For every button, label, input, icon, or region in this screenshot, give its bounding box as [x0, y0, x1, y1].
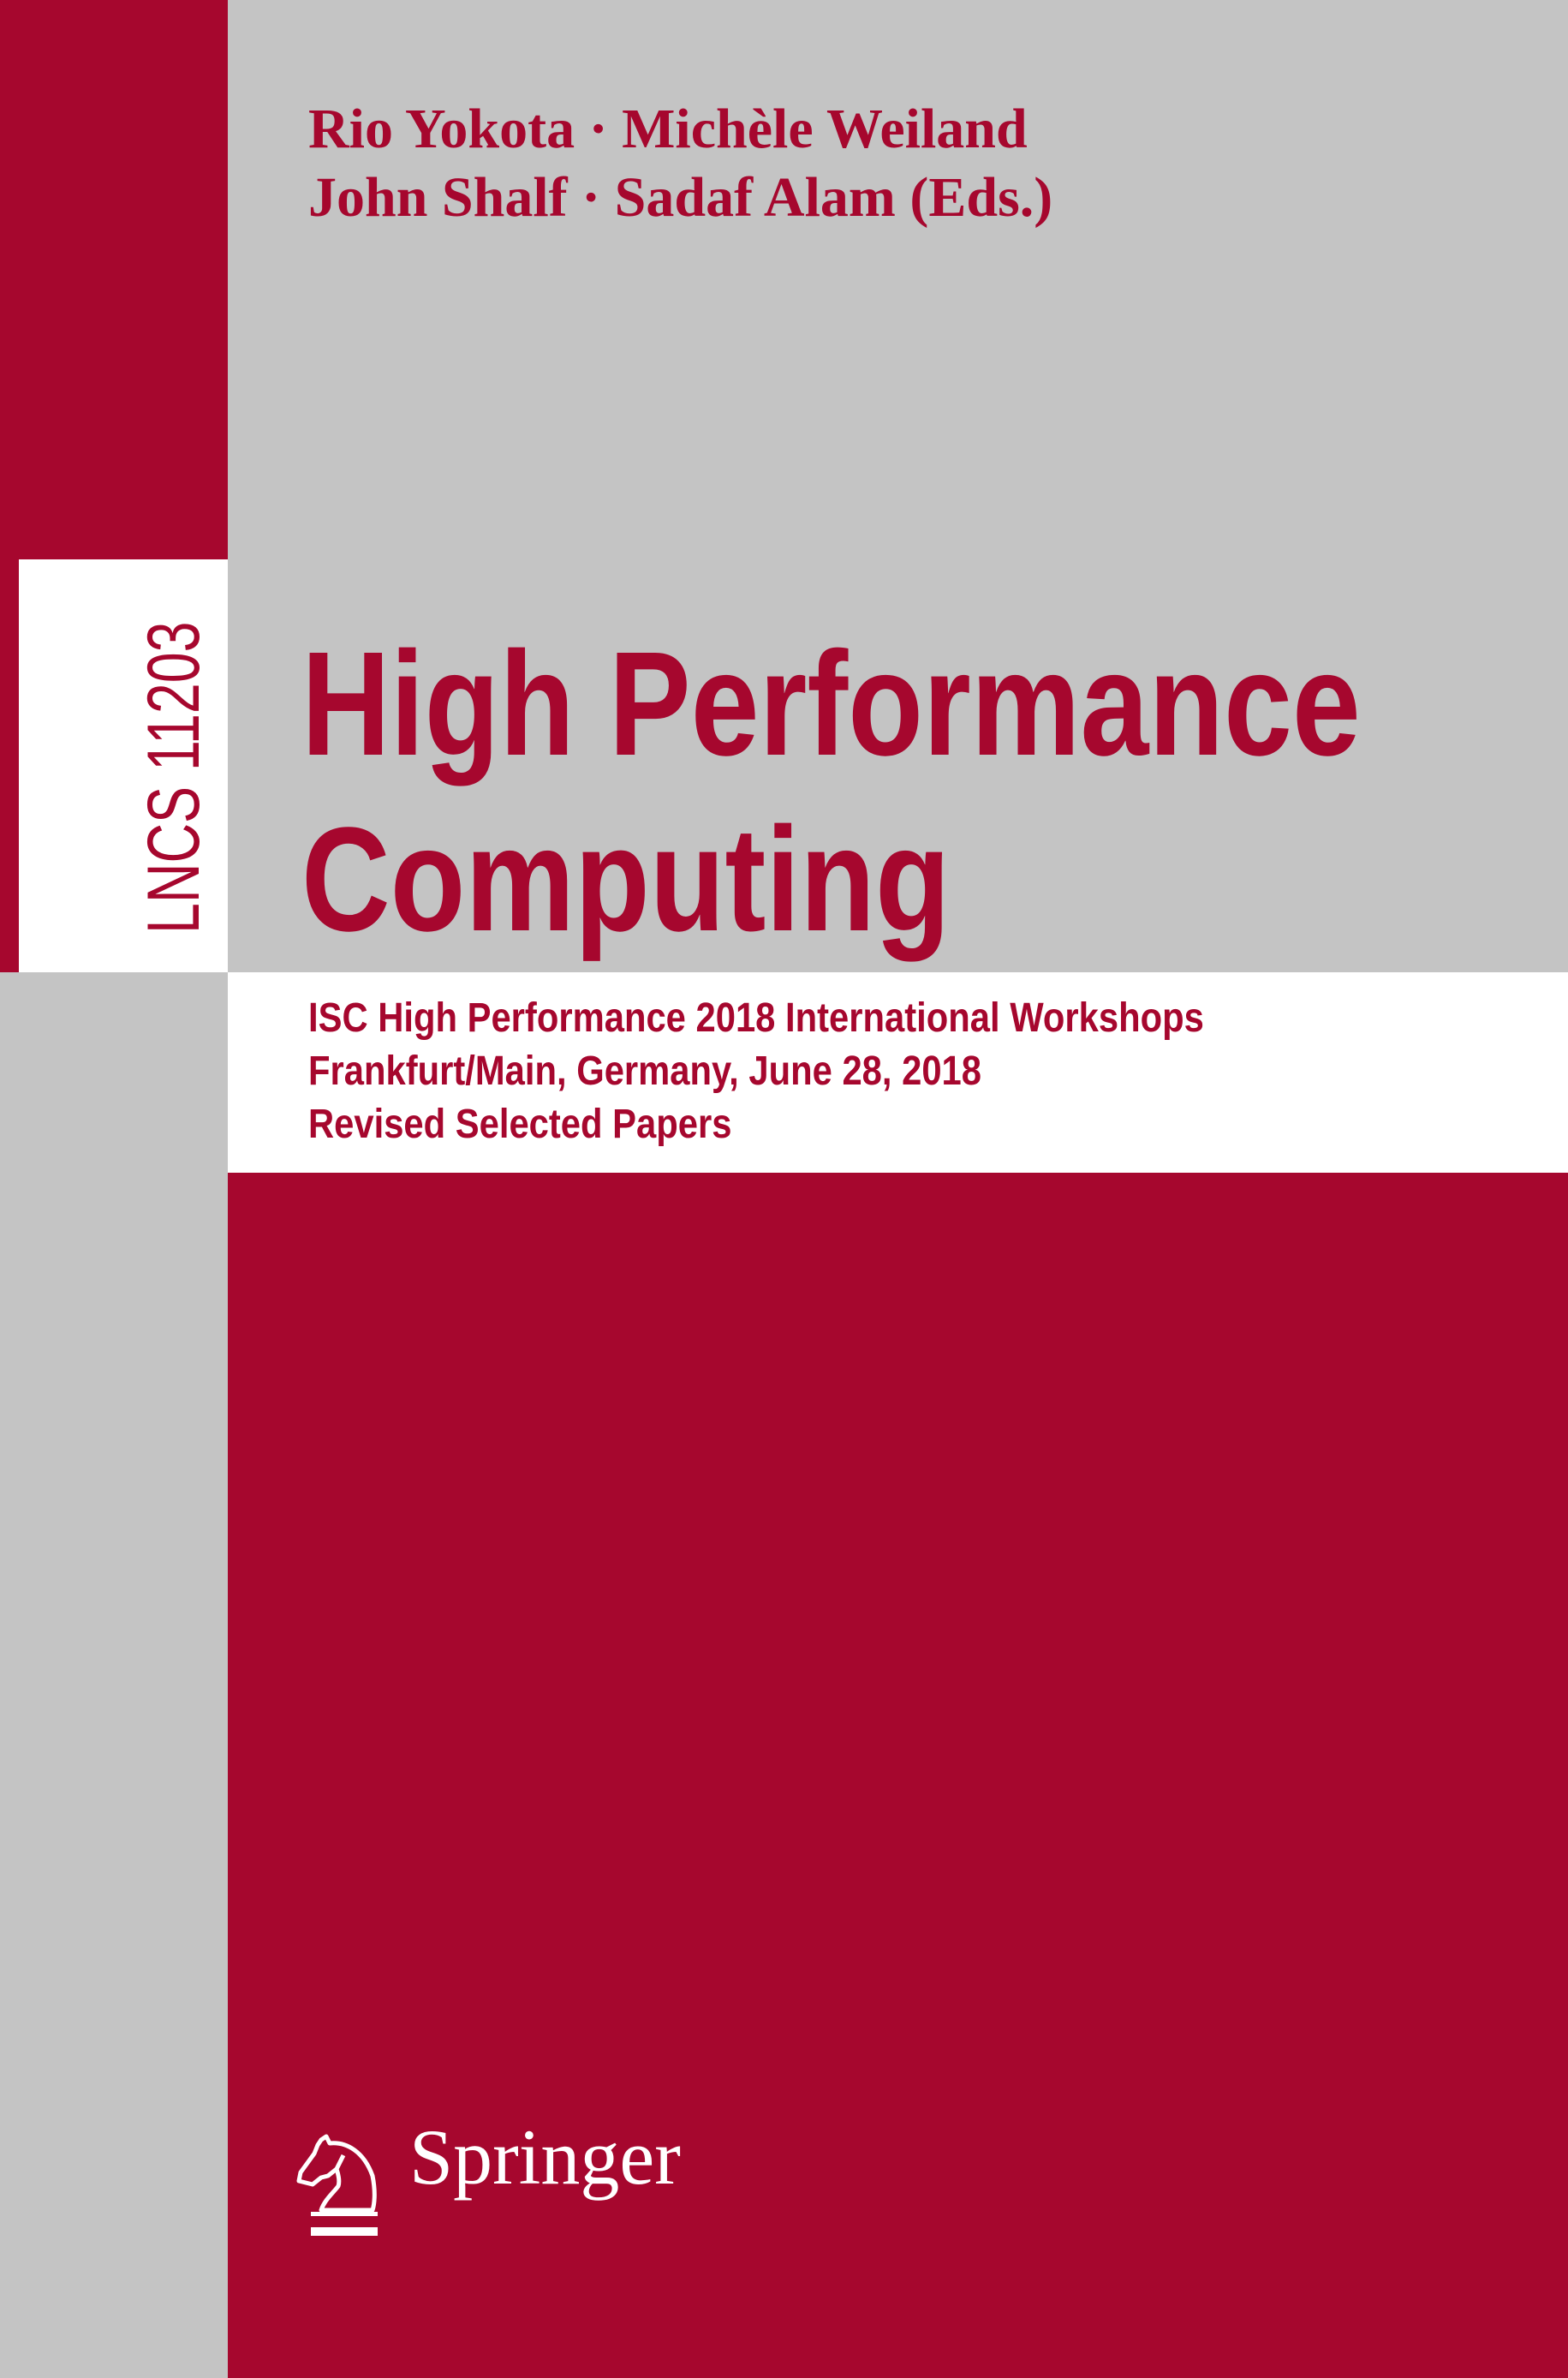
red-side-strip [0, 559, 19, 972]
book-title-line-2: Computing [301, 796, 951, 962]
series-label: LNCS 11203 [133, 621, 215, 934]
knight-horse-icon [296, 2134, 378, 2236]
book-title-line-1: High Performance [301, 620, 1361, 786]
red-corner-block [0, 0, 228, 559]
series-label-box [19, 559, 228, 972]
authors-line-1: Rio Yokota · Michèle Weiland [308, 98, 1028, 160]
subtitle-line-1: ISC High Performance 2018 International … [308, 995, 1204, 1041]
red-lower-block [228, 1173, 1568, 2378]
publisher-name: Springer [409, 2113, 681, 2201]
subtitle-band [228, 972, 1568, 1173]
subtitle-line-3: Revised Selected Papers [308, 1102, 732, 1147]
subtitle-line-2: Frankfurt/Main, Germany, June 28, 2018 [308, 1049, 982, 1094]
authors-line-2: John Shalf · Sadaf Alam (Eds.) [308, 166, 1053, 229]
title-area [228, 0, 1568, 972]
